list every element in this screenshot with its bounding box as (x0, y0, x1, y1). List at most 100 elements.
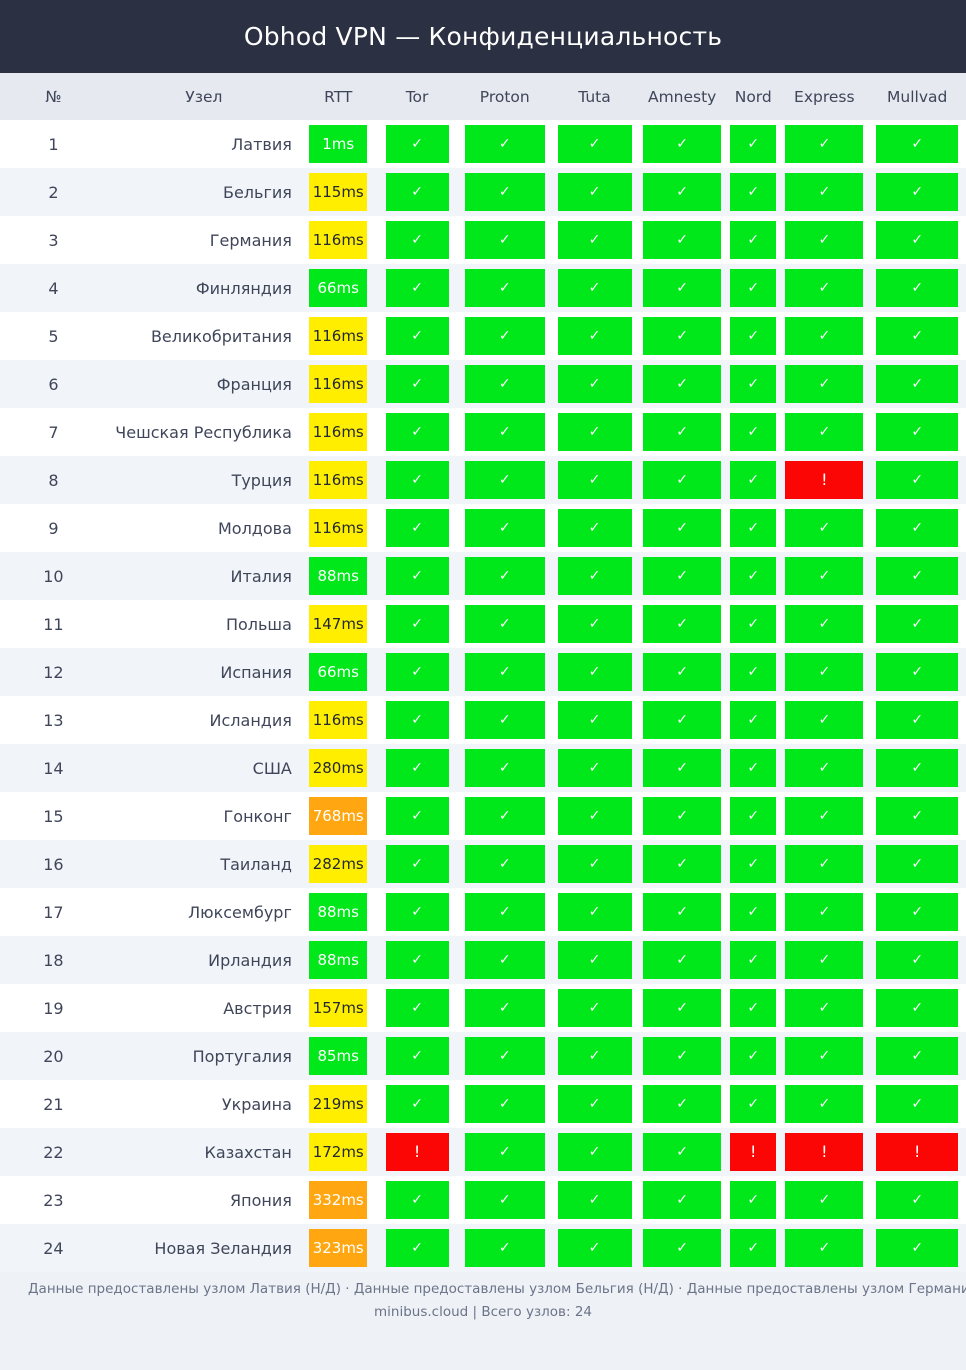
cell-row-number: 2 (48, 182, 59, 202)
column-header-amnesty[interactable]: Amnesty (638, 73, 727, 120)
column-header-num[interactable]: № (0, 73, 107, 120)
table-row[interactable]: 1 Латвия 1ms ✓ ✓ ✓ ✓ ✓ ✓ ✓ (0, 120, 966, 168)
cell-amnesty: ✓ (638, 1032, 726, 1080)
column-header-proton[interactable]: Proton (458, 73, 551, 120)
table-row[interactable]: 11 Польша 147ms ✓ ✓ ✓ ✓ ✓ ✓ ✓ (0, 600, 966, 648)
check-icon: ✓ (876, 941, 959, 979)
cell-express: ! (780, 456, 868, 504)
cell-node-name: Казахстан (204, 1142, 292, 1162)
table-row[interactable]: 6 Франция 116ms ✓ ✓ ✓ ✓ ✓ ✓ ✓ (0, 360, 966, 408)
status-glyph: ✓ (818, 664, 831, 680)
check-icon: ✓ (643, 1133, 722, 1171)
check-icon: ✓ (464, 125, 545, 163)
status-glyph: ✓ (411, 904, 423, 920)
check-icon: ✓ (557, 413, 632, 451)
table-row[interactable]: 23 Япония 332ms ✓ ✓ ✓ ✓ ✓ ✓ ✓ (0, 1176, 966, 1224)
table-row[interactable]: 20 Португалия 85ms ✓ ✓ ✓ ✓ ✓ ✓ ✓ (0, 1032, 966, 1080)
column-header-mullvad[interactable]: Mullvad (868, 73, 966, 120)
table-row[interactable]: 17 Люксембург 88ms ✓ ✓ ✓ ✓ ✓ ✓ ✓ (0, 888, 966, 936)
cell-tuta: ✓ (551, 1032, 638, 1080)
check-icon: ✓ (643, 749, 722, 787)
table-row[interactable]: 13 Исландия 116ms ✓ ✓ ✓ ✓ ✓ ✓ ✓ (0, 696, 966, 744)
table-row[interactable]: 4 Финляндия 66ms ✓ ✓ ✓ ✓ ✓ ✓ ✓ (0, 264, 966, 312)
check-icon: ✓ (876, 269, 959, 307)
status-glyph: ✓ (588, 1192, 601, 1208)
status-glyph: ✓ (911, 232, 924, 248)
check-icon: ✓ (464, 653, 545, 691)
check-icon: ✓ (385, 173, 449, 211)
cell-node-name: Великобритания (150, 326, 292, 346)
check-icon: ✓ (643, 941, 722, 979)
cell-nord: ✓ (726, 312, 780, 360)
table-row[interactable]: 16 Таиланд 282ms ✓ ✓ ✓ ✓ ✓ ✓ ✓ (0, 840, 966, 888)
status-glyph: ✓ (818, 712, 831, 728)
table-row[interactable]: 8 Турция 116ms ✓ ✓ ✓ ✓ ✓! ✓ (0, 456, 966, 504)
check-icon: ✓ (464, 461, 545, 499)
status-glyph: ✓ (676, 376, 689, 392)
status-glyph: ✓ (818, 1192, 831, 1208)
table-row[interactable]: 21 Украина 219ms ✓ ✓ ✓ ✓ ✓ ✓ ✓ (0, 1080, 966, 1128)
cell-tuta: ✓ (551, 792, 638, 840)
cell-nord: ✓ (726, 456, 780, 504)
status-glyph: ✓ (911, 424, 924, 440)
cell-express: ✓ (780, 216, 868, 264)
status-glyph: ✓ (498, 136, 511, 152)
cell-proton: ✓ (459, 696, 551, 744)
table-row[interactable]: 15 Гонконг 768ms ✓ ✓ ✓ ✓ ✓ ✓ ✓ (0, 792, 966, 840)
check-icon: ✓ (557, 701, 632, 739)
rtt-badge: 88ms (309, 893, 368, 931)
cell-node-name: США (252, 758, 292, 778)
cell-node-name: Финляндия (195, 278, 292, 298)
table-row[interactable]: 19 Австрия 157ms ✓ ✓ ✓ ✓ ✓ ✓ ✓ (0, 984, 966, 1032)
check-icon: ✓ (385, 125, 449, 163)
cell-mullvad: ✓ (868, 744, 966, 792)
check-icon: ✓ (876, 1085, 959, 1123)
check-icon: ✓ (643, 845, 722, 883)
column-header-express[interactable]: Express (780, 73, 869, 120)
column-header-node[interactable]: Узел (106, 73, 301, 120)
status-glyph: ✓ (676, 568, 689, 584)
cell-tuta: ✓ (551, 216, 638, 264)
column-header-tuta[interactable]: Tuta (550, 73, 639, 120)
cell-proton: ✓ (459, 120, 551, 168)
cell-tuta: ✓ (551, 408, 638, 456)
status-glyph: ✓ (911, 472, 924, 488)
status-glyph: ✓ (911, 760, 924, 776)
status-glyph: ✓ (588, 712, 601, 728)
check-icon: ✓ (730, 605, 777, 643)
cell-tor: ✓ (376, 312, 459, 360)
cell-row-number: 20 (43, 1046, 64, 1066)
table-row[interactable]: 9 Молдова 116ms ✓ ✓ ✓ ✓ ✓ ✓ ✓ (0, 504, 966, 552)
status-glyph: ✓ (818, 952, 831, 968)
table-row[interactable]: 10 Италия 88ms ✓ ✓ ✓ ✓ ✓ ✓ ✓ (0, 552, 966, 600)
status-glyph: ✓ (498, 1048, 511, 1064)
column-header-tor[interactable]: Tor (375, 73, 459, 120)
cell-mullvad: ✓ (868, 552, 966, 600)
check-icon: ✓ (730, 749, 777, 787)
column-header-rtt[interactable]: RTT (300, 73, 376, 120)
column-header-nord[interactable]: Nord (726, 73, 781, 120)
check-icon: ✓ (785, 269, 864, 307)
status-glyph: ✓ (411, 1192, 423, 1208)
rtt-badge: 147ms (309, 605, 368, 643)
table-row[interactable]: 18 Ирландия 88ms ✓ ✓ ✓ ✓ ✓ ✓ ✓ (0, 936, 966, 984)
check-icon: ✓ (876, 749, 959, 787)
table-row[interactable]: 2 Бельгия 115ms ✓ ✓ ✓ ✓ ✓ ✓ ✓ (0, 168, 966, 216)
check-icon: ✓ (785, 173, 864, 211)
table-row[interactable]: 22 Казахстан 172ms! ✓ ✓ ✓!!! (0, 1128, 966, 1176)
check-icon: ✓ (464, 317, 545, 355)
table-row[interactable]: 24 Новая Зеландия 323ms ✓ ✓ ✓ ✓ ✓ ✓ ✓ (0, 1224, 966, 1272)
status-glyph: ✓ (911, 616, 924, 632)
cell-amnesty: ✓ (638, 504, 726, 552)
table-row[interactable]: 5 Великобритания 116ms ✓ ✓ ✓ ✓ ✓ ✓ ✓ (0, 312, 966, 360)
rtt-badge: 66ms (309, 269, 368, 307)
check-icon: ✓ (643, 365, 722, 403)
status-glyph: ✓ (676, 424, 689, 440)
table-row[interactable]: 7 Чешская Республика 116ms ✓ ✓ ✓ ✓ ✓ ✓ ✓ (0, 408, 966, 456)
table-row[interactable]: 3 Германия 116ms ✓ ✓ ✓ ✓ ✓ ✓ ✓ (0, 216, 966, 264)
table-row[interactable]: 12 Испания 66ms ✓ ✓ ✓ ✓ ✓ ✓ ✓ (0, 648, 966, 696)
cell-mullvad: ✓ (868, 312, 966, 360)
cell-nord: ✓ (726, 264, 780, 312)
cell-proton: ✓ (459, 1032, 551, 1080)
table-row[interactable]: 14 США 280ms ✓ ✓ ✓ ✓ ✓ ✓ ✓ (0, 744, 966, 792)
